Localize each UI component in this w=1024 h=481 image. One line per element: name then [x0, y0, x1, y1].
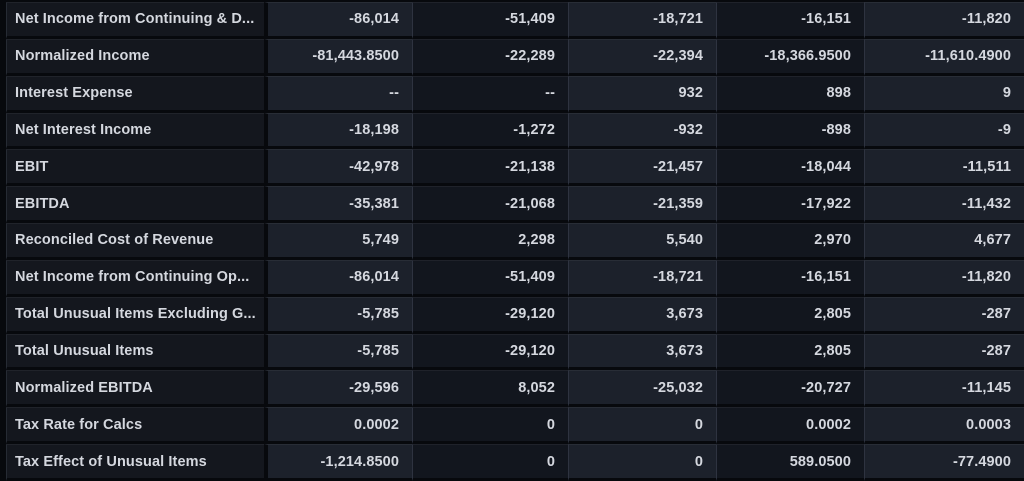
- value-cell: 3,673: [568, 333, 716, 371]
- value-cell: 0: [568, 444, 716, 481]
- value-cell: -18,721: [568, 259, 716, 297]
- value-cell: -1,214.8500: [264, 444, 412, 481]
- value-cell: -21,068: [412, 186, 568, 224]
- value-cell: -5,785: [264, 333, 412, 371]
- value-cell: -11,432: [864, 186, 1024, 224]
- row-label: EBITDA: [6, 186, 264, 224]
- value-cell: 2,805: [716, 333, 864, 371]
- value-cell: -16,151: [716, 2, 864, 39]
- value-cell: 9: [864, 75, 1024, 113]
- value-cell: -11,610.4900: [864, 38, 1024, 76]
- row-label: Reconciled Cost of Revenue: [6, 223, 264, 260]
- value-cell: -42,978: [264, 149, 412, 187]
- financials-table: Net Income from Continuing & D... -86,014…: [6, 2, 1024, 481]
- value-cell: -287: [864, 296, 1024, 334]
- row-label: Net Interest Income: [6, 112, 264, 150]
- value-cell: 0.0003: [864, 407, 1024, 445]
- value-cell: 2,970: [716, 223, 864, 260]
- value-cell: 932: [568, 75, 716, 113]
- value-cell: -5,785: [264, 296, 412, 334]
- row-label: Normalized EBITDA: [6, 370, 264, 408]
- value-cell: -22,394: [568, 38, 716, 76]
- value-cell: -287: [864, 333, 1024, 371]
- value-cell: -9: [864, 112, 1024, 150]
- value-cell: -25,032: [568, 370, 716, 408]
- value-cell: 8,052: [412, 370, 568, 408]
- value-cell: -18,366.9500: [716, 38, 864, 76]
- value-cell: 589.0500: [716, 444, 864, 481]
- value-cell: -11,820: [864, 2, 1024, 39]
- value-cell: -18,044: [716, 149, 864, 187]
- value-cell: -22,289: [412, 38, 568, 76]
- value-cell: 898: [716, 75, 864, 113]
- value-cell: -86,014: [264, 2, 412, 39]
- value-cell: -17,922: [716, 186, 864, 224]
- value-cell: -21,457: [568, 149, 716, 187]
- row-label: Total Unusual Items Excluding G...: [6, 296, 264, 334]
- value-cell: -20,727: [716, 370, 864, 408]
- row-label: EBIT: [6, 149, 264, 187]
- value-cell: -18,198: [264, 112, 412, 150]
- value-cell: -86,014: [264, 259, 412, 297]
- value-cell: -35,381: [264, 186, 412, 224]
- value-cell: 0: [412, 444, 568, 481]
- row-label: Net Income from Continuing Op...: [6, 259, 264, 297]
- value-cell: 3,673: [568, 296, 716, 334]
- value-cell: -81,443.8500: [264, 38, 412, 76]
- value-cell: -898: [716, 112, 864, 150]
- value-cell: 5,540: [568, 223, 716, 260]
- value-cell: 0: [568, 407, 716, 445]
- value-cell: -29,596: [264, 370, 412, 408]
- value-cell: 2,805: [716, 296, 864, 334]
- value-cell: 5,749: [264, 223, 412, 260]
- value-cell: 2,298: [412, 223, 568, 260]
- value-cell: --: [264, 75, 412, 113]
- value-cell: -16,151: [716, 259, 864, 297]
- row-label: Tax Rate for Calcs: [6, 407, 264, 445]
- value-cell: -932: [568, 112, 716, 150]
- value-cell: -11,511: [864, 149, 1024, 187]
- value-cell: -21,359: [568, 186, 716, 224]
- value-cell: 0.0002: [716, 407, 864, 445]
- value-cell: -1,272: [412, 112, 568, 150]
- row-label: Net Income from Continuing & D...: [6, 2, 264, 39]
- value-cell: -29,120: [412, 333, 568, 371]
- row-label: Tax Effect of Unusual Items: [6, 444, 264, 481]
- value-cell: -11,145: [864, 370, 1024, 408]
- value-cell: 4,677: [864, 223, 1024, 260]
- value-cell: -18,721: [568, 2, 716, 39]
- row-label: Total Unusual Items: [6, 333, 264, 371]
- row-label: Interest Expense: [6, 75, 264, 113]
- value-cell: -77.4900: [864, 444, 1024, 481]
- value-cell: 0: [412, 407, 568, 445]
- value-cell: -29,120: [412, 296, 568, 334]
- value-cell: -51,409: [412, 2, 568, 39]
- value-cell: -51,409: [412, 259, 568, 297]
- value-cell: -21,138: [412, 149, 568, 187]
- value-cell: 0.0002: [264, 407, 412, 445]
- value-cell: --: [412, 75, 568, 113]
- row-label: Normalized Income: [6, 38, 264, 76]
- value-cell: -11,820: [864, 259, 1024, 297]
